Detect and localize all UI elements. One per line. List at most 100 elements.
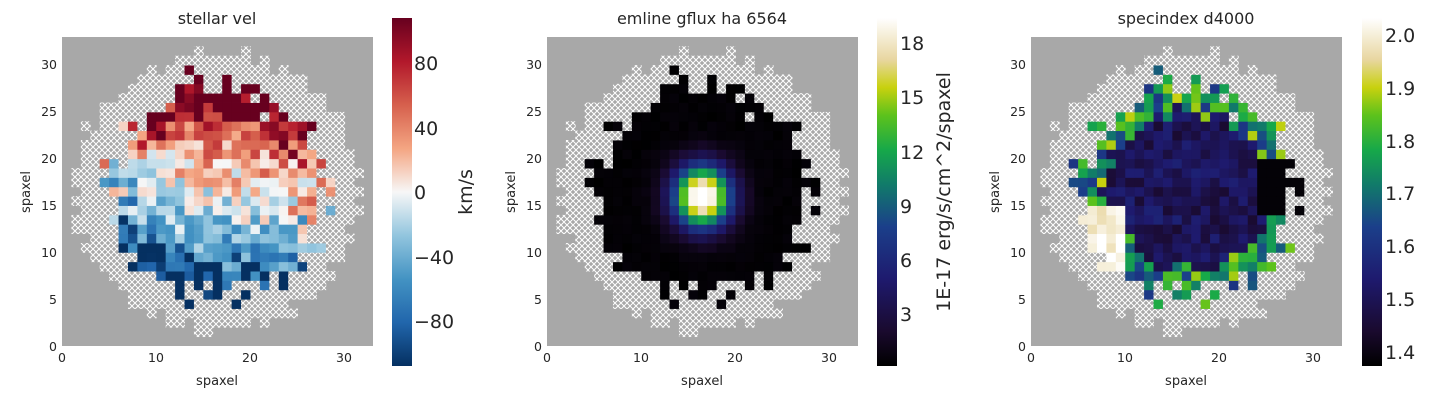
masked-spaxel: [612, 83, 623, 94]
masked-spaxel: [193, 327, 204, 338]
heatmap-cell: [744, 102, 755, 113]
heatmap-cell: [99, 158, 110, 169]
heatmap-cell: [259, 205, 270, 216]
heatmap-cell: [1247, 205, 1258, 216]
masked-spaxel: [146, 65, 157, 75]
heatmap-cell: [763, 233, 774, 244]
heatmap-cell: [650, 271, 661, 281]
masked-spaxel: [1172, 308, 1183, 319]
masked-spaxel: [1266, 74, 1277, 85]
heatmap-cell: [1172, 214, 1183, 225]
heatmap-cell: [222, 93, 233, 103]
heatmap-cell: [763, 168, 774, 178]
heatmap-cell: [678, 83, 689, 94]
heatmap-cell: [678, 186, 689, 197]
heatmap-cell: [697, 111, 708, 122]
heatmap-cell: [735, 252, 746, 263]
heatmap-cell: [763, 243, 774, 253]
masked-spaxel: [1304, 158, 1315, 169]
heatmap-cell: [688, 93, 699, 103]
heatmap-cell: [1153, 83, 1164, 94]
heatmap-cell: [782, 214, 793, 225]
masked-spaxel: [678, 327, 689, 338]
heatmap-cell: [1096, 224, 1107, 235]
heatmap-cell: [603, 121, 614, 132]
masked-spaxel: [1219, 65, 1230, 75]
masked-spaxel: [278, 299, 289, 309]
heatmap-cell: [1144, 224, 1154, 235]
heatmap-cell: [650, 140, 661, 150]
heatmap-cell: [137, 149, 148, 160]
heatmap-cell: [669, 177, 680, 188]
heatmap-cell: [1285, 158, 1296, 169]
x-tick-label: 10: [148, 350, 164, 365]
heatmap-cell: [744, 233, 755, 244]
heatmap-cell: [754, 168, 765, 178]
masked-spaxel: [556, 196, 567, 206]
masked-spaxel: [603, 130, 614, 141]
heatmap-cell: [1162, 149, 1173, 160]
heatmap-cell: [1172, 140, 1183, 150]
heatmap-cell: [146, 121, 157, 132]
heatmap-cell: [660, 121, 670, 132]
masked-spaxel: [1285, 261, 1296, 272]
masked-spaxel: [1247, 74, 1258, 85]
masked-spaxel: [1219, 289, 1230, 300]
heatmap-cell: [1181, 149, 1192, 160]
heatmap-cell: [792, 214, 802, 225]
heatmap-cell: [222, 261, 233, 272]
masked-spaxel: [792, 280, 802, 291]
y-tick-label: 10: [41, 245, 57, 260]
masked-spaxel: [1304, 243, 1315, 253]
heatmap-cell: [175, 130, 185, 141]
heatmap-cell: [669, 261, 680, 272]
masked-spaxel: [1049, 158, 1060, 169]
masked-spaxel: [316, 111, 327, 122]
masked-spaxel: [688, 327, 699, 338]
heatmap-cell: [1125, 111, 1136, 122]
heatmap-cell: [146, 158, 157, 169]
heatmap-cell: [156, 186, 167, 197]
heatmap-cell: [1144, 214, 1154, 225]
heatmap-cell: [137, 214, 148, 225]
masked-spaxel: [1181, 55, 1192, 66]
heatmap-cell: [1191, 214, 1202, 225]
heatmap-cell: [222, 243, 233, 253]
heatmap-cell: [622, 214, 633, 225]
masked-spaxel: [735, 308, 746, 319]
heatmap-cell: [763, 140, 774, 150]
masked-spaxel: [575, 130, 586, 141]
masked-spaxel: [1068, 261, 1079, 272]
masked-spaxel: [1323, 186, 1333, 197]
heatmap-cell: [316, 243, 327, 253]
heatmap-cell: [697, 243, 708, 253]
heatmap-cell: [641, 140, 652, 150]
heatmap-cell: [754, 186, 765, 197]
heatmap-cell: [1162, 102, 1173, 113]
masked-spaxel: [594, 111, 604, 122]
heatmap-cell: [641, 261, 652, 272]
heatmap-cell: [754, 102, 765, 113]
heatmap-cell: [801, 243, 812, 253]
heatmap-cell: [193, 252, 204, 263]
y-tick-label: 5: [534, 292, 542, 307]
masked-spaxel: [1172, 299, 1183, 309]
heatmap-cell: [669, 149, 680, 160]
masked-spaxel: [678, 289, 689, 300]
masked-spaxel: [146, 93, 157, 103]
masked-spaxel: [622, 280, 633, 291]
masked-spaxel: [137, 111, 148, 122]
masked-spaxel: [782, 111, 793, 122]
heatmap-cell: [1115, 149, 1126, 160]
heatmap-cell: [184, 149, 195, 160]
masked-spaxel: [707, 299, 718, 309]
heatmap-cell: [269, 224, 280, 235]
heatmap-cell: [1181, 158, 1192, 169]
heatmap-cell: [1096, 205, 1107, 216]
heatmap-cell: [212, 93, 223, 103]
masked-spaxel: [792, 102, 802, 113]
y-tick-label: 20: [526, 151, 542, 166]
masked-spaxel: [782, 280, 793, 291]
heatmap-cell: [1200, 130, 1211, 141]
heatmap-cell: [241, 168, 251, 178]
